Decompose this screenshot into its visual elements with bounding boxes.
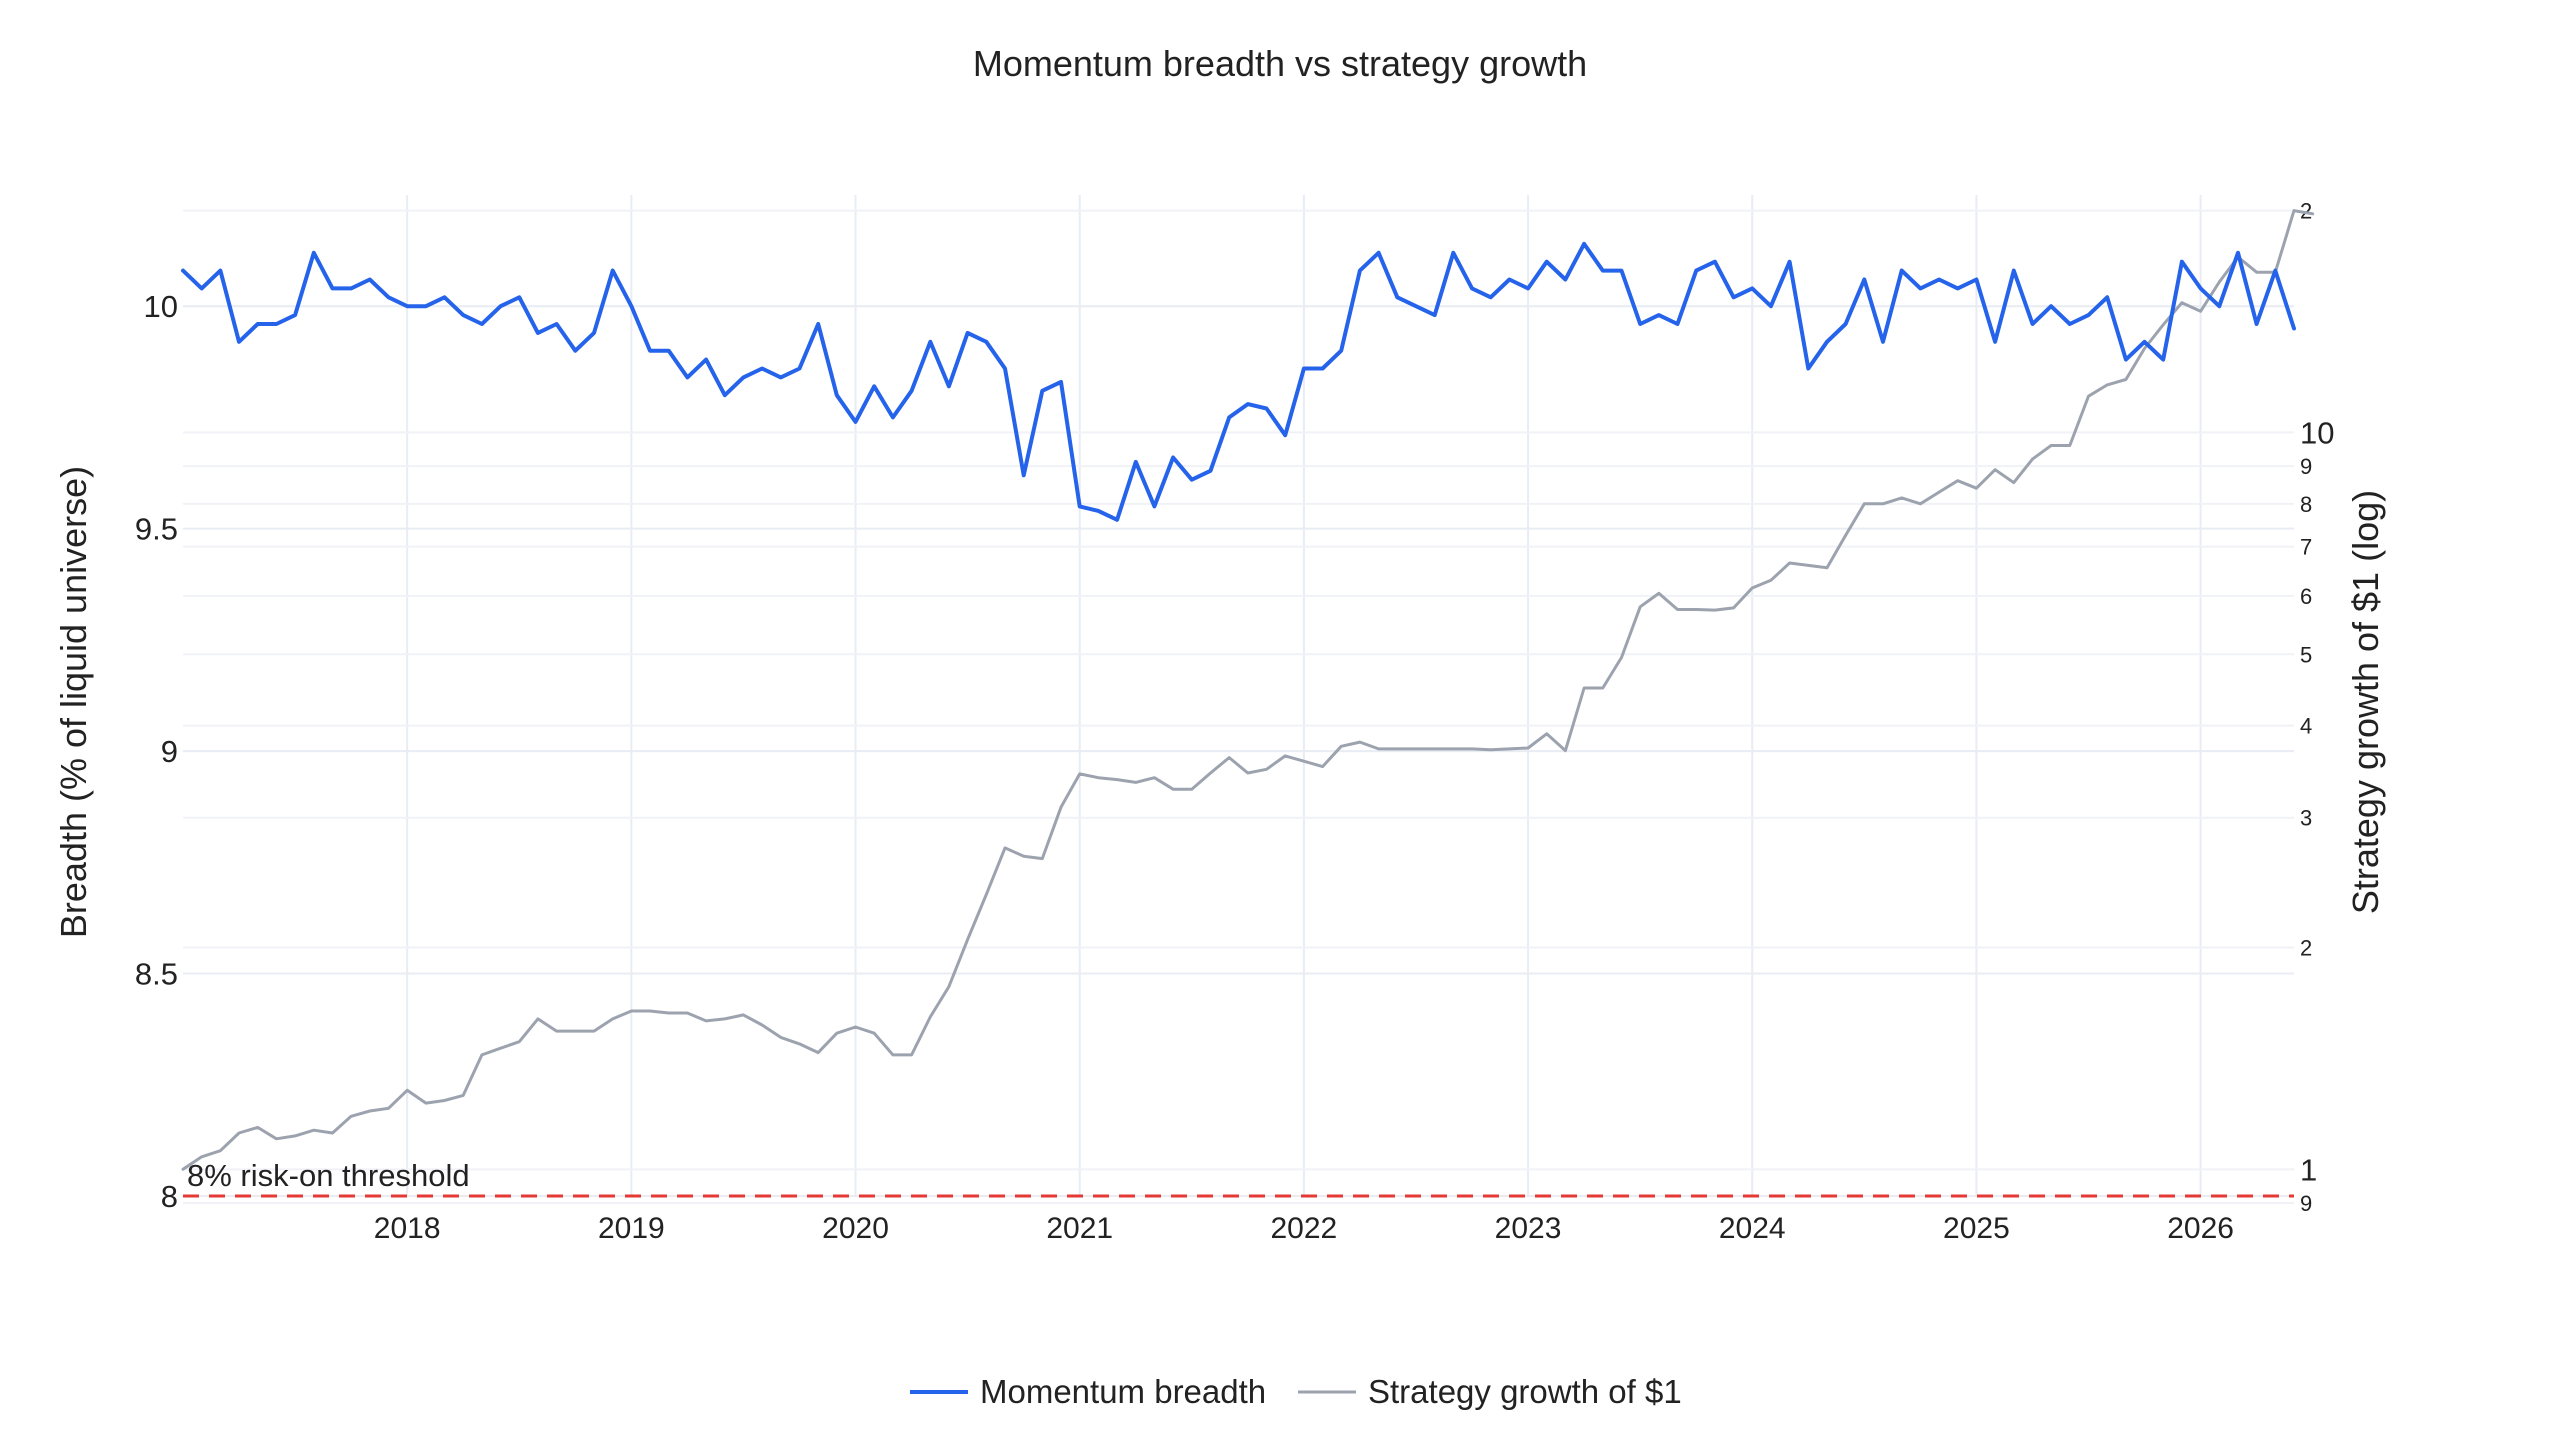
series-line-strategy-growth (181, 209, 2315, 1171)
legend-label-strategy: Strategy growth of $1 (1368, 1373, 1682, 1410)
y-tick-label-left: 8.5 (135, 957, 178, 992)
y-tick-label-right: 7 (2300, 535, 2312, 560)
y-tick-label-right: 9 (2300, 454, 2312, 479)
legend-item-momentum[interactable]: Momentum breadth (910, 1373, 1266, 1410)
x-tick-label: 2022 (1271, 1212, 1338, 1245)
x-tick-label: 2018 (374, 1212, 441, 1245)
threshold-label: 8% risk-on threshold (187, 1158, 470, 1193)
series-line-momentum-breadth (181, 241, 2296, 522)
y-tick-label-right: 4 (2300, 714, 2312, 739)
y-tick-label-right: 5 (2300, 642, 2312, 667)
y-tick-label-right: 6 (2300, 584, 2312, 609)
y-tick-label-left: 10 (144, 289, 178, 324)
legend-label-momentum: Momentum breadth (980, 1373, 1266, 1410)
y-tick-label-left: 8 (161, 1179, 178, 1214)
legend-item-strategy[interactable]: Strategy growth of $1 (1298, 1373, 1682, 1410)
chart-title: Momentum breadth vs strategy growth (973, 43, 1587, 84)
y-tick-label-right: 10 (2300, 415, 2334, 450)
series-group (181, 209, 2315, 1171)
x-tick-label: 2025 (1943, 1212, 2010, 1245)
threshold-group: 8% risk-on threshold (183, 1158, 2294, 1198)
y-tick-label-right: 2 (2300, 199, 2312, 224)
x-tick-label: 2021 (1046, 1212, 1113, 1245)
y-tick-label-left: 9 (161, 734, 178, 769)
y-tick-label-left: 9.5 (135, 512, 178, 547)
left-axis-label: Breadth (% of liquid universe) (53, 466, 94, 938)
y-tick-label-right: 3 (2300, 806, 2312, 831)
x-tick-label: 2024 (1719, 1212, 1786, 1245)
x-tick-label: 2019 (598, 1212, 665, 1245)
y-tick-label-right: 8 (2300, 492, 2312, 517)
y-tick-label-right: 2 (2300, 935, 2312, 960)
x-tick-label: 2026 (2167, 1212, 2234, 1245)
legend: Momentum breadth Strategy growth of $1 (910, 1373, 1682, 1410)
x-tick-label: 2023 (1495, 1212, 1562, 1245)
x-tick-label: 2020 (822, 1212, 889, 1245)
axes: 2018 2019 2020 2021 2022 2023 2024 2025 2026 8 8.5… (135, 199, 2335, 1245)
y-tick-label-right: 9 (2300, 1191, 2312, 1216)
right-axis-label: Strategy growth of $1 (log) (2345, 490, 2386, 914)
y-tick-label-right: 1 (2300, 1152, 2317, 1187)
